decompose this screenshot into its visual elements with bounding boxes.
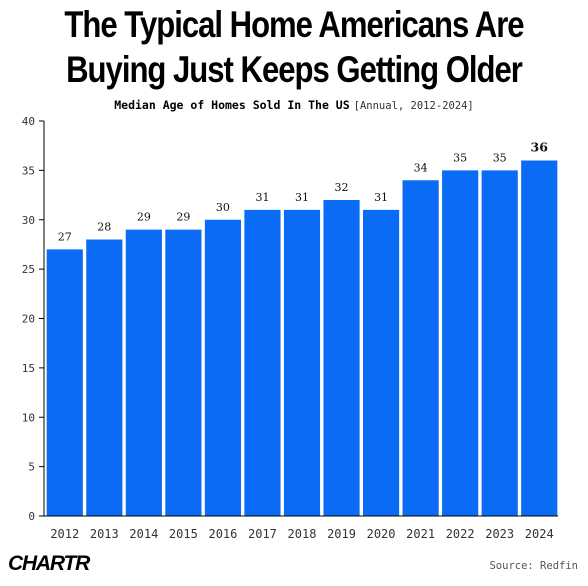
bar	[402, 180, 439, 516]
x-tick-label: 2018	[288, 527, 317, 541]
bar	[442, 170, 479, 516]
bar	[46, 249, 83, 516]
y-tick-label: 30	[22, 214, 35, 227]
bar-data-label: 28	[97, 221, 111, 234]
x-tick-label: 2015	[169, 527, 198, 541]
bar	[244, 209, 281, 516]
y-tick-label: 5	[28, 461, 35, 474]
bar-data-label: 32	[335, 181, 349, 194]
x-tick-label: 2022	[446, 527, 475, 541]
chart-subtitle: Median Age of Homes Sold In The US	[114, 98, 350, 112]
y-tick-label: 25	[22, 263, 35, 276]
x-tick-label: 2017	[248, 527, 277, 541]
title-line-2: Buying Just Keeps Getting Older	[66, 49, 523, 90]
bar	[204, 219, 242, 516]
x-tick-label: 2024	[525, 527, 554, 541]
bar-data-label: 31	[255, 191, 269, 204]
bar	[283, 209, 321, 516]
bar-data-label: 35	[453, 151, 467, 164]
bar-data-label: 29	[137, 211, 151, 224]
bar	[86, 239, 123, 516]
chartr-logo: CHARTR	[8, 552, 90, 575]
y-tick-label: 10	[22, 411, 35, 424]
x-tick-label: 2013	[90, 527, 119, 541]
x-tick-label: 2020	[367, 527, 396, 541]
bar-data-label: 36	[531, 140, 549, 155]
subtitle-row: Median Age of Homes Sold In The US [Annu…	[0, 96, 588, 114]
bar-data-label: 30	[216, 201, 230, 214]
bar-data-label: 27	[58, 230, 72, 243]
y-tick-label: 15	[22, 362, 35, 375]
y-tick-label: 40	[22, 115, 35, 128]
y-tick-label: 20	[22, 313, 35, 326]
bar-data-label: 34	[414, 161, 428, 174]
bar-data-label: 31	[295, 191, 309, 204]
bar	[481, 170, 518, 516]
bar	[165, 229, 202, 516]
bar-data-label: 31	[374, 191, 388, 204]
x-tick-label: 2012	[50, 527, 79, 541]
x-tick-label: 2021	[406, 527, 435, 541]
bar	[125, 229, 162, 516]
x-tick-label: 2016	[208, 527, 237, 541]
bar-data-label: 29	[176, 211, 190, 224]
bar	[323, 200, 360, 516]
y-tick-label: 0	[28, 510, 35, 523]
bar-data-label: 35	[493, 151, 507, 164]
chart-subnote: [Annual, 2012-2024]	[353, 100, 474, 112]
chart-title: The Typical Home Americans Are Buying Ju…	[47, 2, 541, 92]
source-note: Source: Redfin	[489, 560, 578, 572]
x-tick-label: 2023	[485, 527, 514, 541]
x-tick-label: 2019	[327, 527, 356, 541]
title-line-1: The Typical Home Americans Are	[64, 4, 524, 45]
bar	[362, 209, 400, 516]
x-tick-label: 2014	[129, 527, 158, 541]
y-tick-label: 35	[22, 164, 35, 177]
bar	[521, 160, 558, 516]
